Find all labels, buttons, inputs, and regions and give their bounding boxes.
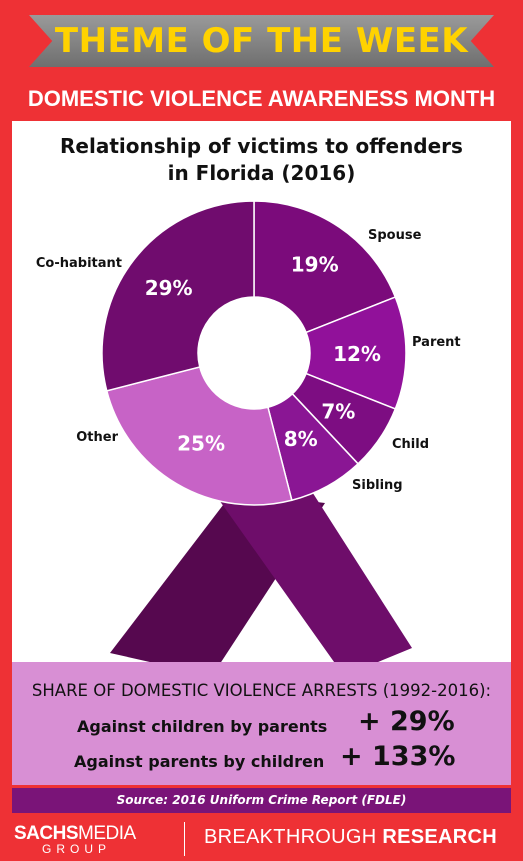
sachs-media-logo: SACHSMEDIA bbox=[14, 823, 136, 845]
stat-value-parents: + 133% bbox=[340, 741, 456, 772]
awareness-ribbon bbox=[110, 473, 412, 676]
brand-group: GROUP bbox=[42, 842, 112, 856]
slice-other bbox=[105, 366, 293, 506]
slice-label-parent: Parent bbox=[412, 335, 461, 350]
brand-part-2: MEDIA bbox=[78, 823, 136, 844]
stat-label-parents: Against parents by children bbox=[74, 752, 325, 771]
footer-divider bbox=[184, 822, 185, 856]
ribbon-right-tail bbox=[212, 473, 412, 676]
slice-value-parent: 12% bbox=[333, 342, 381, 366]
theme-subtitle: DOMESTIC VIOLENCE AWARENESS MONTH bbox=[27, 86, 496, 111]
stat-label-children: Against children by parents bbox=[77, 717, 328, 736]
brand-part-1: SACHS bbox=[14, 823, 79, 844]
slice-value-co-habitant: 29% bbox=[145, 276, 193, 300]
donut-labels: 19% Spouse 12% Parent 7% Child 8% Sibling 25% Oth… bbox=[36, 228, 461, 493]
source-note: Source: 2016 Uniform Crime Report (FDLE) bbox=[116, 793, 407, 807]
slice-spouse bbox=[253, 200, 397, 334]
slice-value-other: 25% bbox=[177, 432, 225, 456]
slice-label-spouse: Spouse bbox=[368, 228, 422, 243]
slice-co-habitant bbox=[101, 200, 255, 392]
donut-slices bbox=[101, 200, 407, 506]
slice-value-spouse: 19% bbox=[291, 253, 339, 277]
tagline-part-1: BREAKTHROUGH bbox=[204, 826, 383, 848]
slice-label-other: Other bbox=[76, 430, 118, 445]
slice-parent bbox=[305, 296, 407, 410]
arrests-panel bbox=[12, 662, 511, 785]
footer-tagline: BREAKTHROUGH RESEARCH bbox=[204, 826, 497, 849]
tagline-part-2: RESEARCH bbox=[382, 826, 498, 848]
chart-title: Relationship of victims to offenders in … bbox=[0, 133, 523, 187]
slice-value-child: 7% bbox=[321, 399, 355, 423]
chart-title-line-2: in Florida (2016) bbox=[167, 161, 356, 185]
chart-title-line-1: Relationship of victims to offenders bbox=[60, 134, 463, 158]
stat-value-children: + 29% bbox=[358, 706, 455, 737]
slice-label-child: Child bbox=[392, 437, 429, 452]
slice-label-sibling: Sibling bbox=[352, 478, 403, 493]
source-bar bbox=[12, 788, 511, 813]
slice-label-co-habitant: Co-habitant bbox=[36, 256, 122, 271]
arrests-heading: SHARE OF DOMESTIC VIOLENCE ARRESTS (1992… bbox=[31, 681, 492, 700]
title-banner bbox=[29, 15, 494, 67]
theme-title: THEME OF THE WEEK bbox=[54, 21, 469, 61]
slice-value-sibling: 8% bbox=[284, 427, 318, 451]
